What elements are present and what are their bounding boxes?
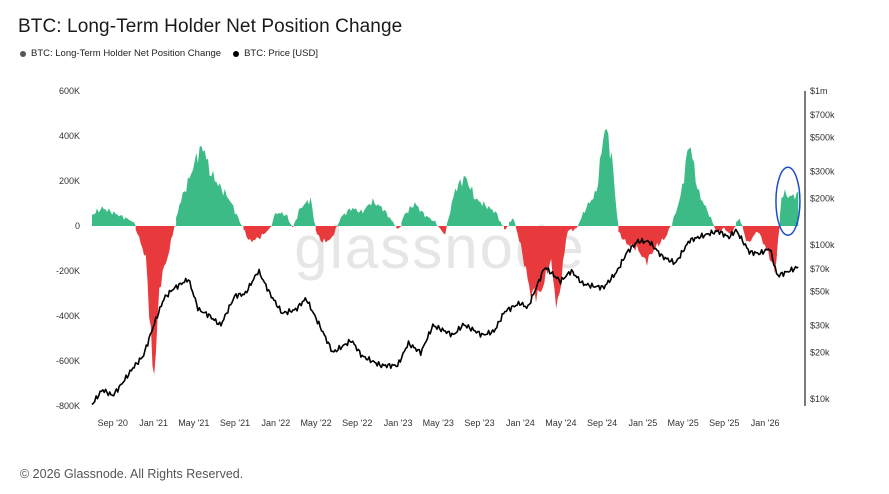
x-axis: Sep '20 Jan '21 May '21 Sep '21 Jan '22 May '… xyxy=(98,418,780,428)
x-tick-label: Jan '25 xyxy=(629,418,658,428)
right-tick-label: $100k xyxy=(810,240,835,250)
net-position-positive-segment-12 xyxy=(446,176,504,226)
left-axis: 600K 400K 200K 0 -200K -400K -600K -800K xyxy=(56,86,80,411)
left-tick-label: 600K xyxy=(59,86,80,96)
right-tick-label: $200k xyxy=(810,194,835,204)
left-tick-label: 400K xyxy=(59,131,80,141)
net-position-positive-segment-18 xyxy=(672,147,715,226)
net-position-positive-segment-2 xyxy=(176,145,244,226)
net-position-positive-segment-10 xyxy=(401,202,439,226)
x-tick-label: Jan '22 xyxy=(261,418,290,428)
left-tick-label: 0 xyxy=(75,221,80,231)
net-position-positive-segment-16 xyxy=(578,129,619,226)
net-position-positive-segment-4 xyxy=(271,212,293,226)
net-position-negative-segment-9 xyxy=(396,226,402,229)
net-position-negative-segment-5 xyxy=(292,226,294,228)
net-position-negative-segment-7 xyxy=(315,226,338,243)
x-tick-label: Jan '26 xyxy=(751,418,780,428)
legend-label-price: BTC: Price [USD] xyxy=(244,48,318,59)
copyright-footer: © 2026 Glassnode. All Rights Reserved. xyxy=(20,467,244,481)
net-position-negative-segment-15 xyxy=(515,226,578,309)
net-position-positive-segment-20 xyxy=(736,218,743,226)
legend-item-net-position[interactable]: BTC: Long-Term Holder Net Position Chang… xyxy=(20,48,221,59)
x-tick-label: May '23 xyxy=(423,418,454,428)
x-tick-label: Sep '22 xyxy=(342,418,372,428)
chart-title: BTC: Long-Term Holder Net Position Chang… xyxy=(18,16,403,37)
right-tick-label: $20k xyxy=(810,348,830,358)
net-position-negative-segment-21 xyxy=(742,226,780,274)
net-position-positive-segment-14 xyxy=(509,218,516,226)
right-axis: $1m $700k $500k $300k $200k $100k $70k $50k $30k… xyxy=(804,86,835,406)
left-tick-label: -800K xyxy=(56,401,80,411)
highlight-ellipse xyxy=(775,166,801,236)
right-tick-label: $30k xyxy=(810,320,830,330)
price-line-group xyxy=(91,228,799,406)
legend-dot-price xyxy=(233,50,240,57)
price-line xyxy=(91,228,799,406)
net-position-negative-segment-19 xyxy=(714,226,737,234)
x-tick-label: May '22 xyxy=(300,418,331,428)
net-position-negative-segment-3 xyxy=(243,226,272,243)
right-tick-label: $500k xyxy=(810,132,835,142)
net-position-positive-segment-8 xyxy=(337,198,397,226)
x-tick-label: Sep '21 xyxy=(220,418,250,428)
x-tick-label: Sep '25 xyxy=(709,418,739,428)
right-tick-label: $70k xyxy=(810,264,830,274)
x-tick-label: Sep '23 xyxy=(464,418,494,428)
right-tick-label: $1m xyxy=(810,86,828,96)
chart-legend: BTC: Long-Term Holder Net Position Chang… xyxy=(20,48,318,59)
x-tick-label: Jan '24 xyxy=(506,418,535,428)
net-position-positive-segment-22 xyxy=(779,189,799,226)
x-tick-label: Jan '23 xyxy=(384,418,413,428)
x-tick-label: Sep '20 xyxy=(98,418,128,428)
legend-label-net-position: BTC: Long-Term Holder Net Position Chang… xyxy=(31,48,222,59)
net-position-positive-segment-6 xyxy=(293,197,316,226)
left-tick-label: -400K xyxy=(56,311,80,321)
net-position-negative-segment-1 xyxy=(135,226,177,375)
left-tick-label: -600K xyxy=(56,356,80,366)
right-tick-label: $10k xyxy=(810,394,830,404)
right-tick-label: $50k xyxy=(810,286,830,296)
left-tick-label: -200K xyxy=(56,266,80,276)
legend-item-price[interactable]: BTC: Price [USD] xyxy=(233,48,318,59)
right-tick-label: $300k xyxy=(810,167,835,177)
x-tick-label: May '25 xyxy=(667,418,698,428)
net-position-positive-segment-0 xyxy=(92,206,136,226)
left-tick-label: 200K xyxy=(59,176,80,186)
net-position-negative-segment-11 xyxy=(438,226,447,235)
legend-dot-net-position xyxy=(20,50,26,57)
net-position-negative-segment-17 xyxy=(618,226,673,266)
net-position-negative-segment-13 xyxy=(504,226,510,230)
x-tick-label: May '24 xyxy=(545,418,576,428)
x-tick-label: May '21 xyxy=(178,418,209,428)
x-tick-label: Jan '21 xyxy=(139,418,168,428)
annotation xyxy=(775,166,801,236)
right-tick-label: $700k xyxy=(810,110,835,120)
net-position-area xyxy=(92,129,799,375)
x-tick-label: Sep '24 xyxy=(587,418,617,428)
